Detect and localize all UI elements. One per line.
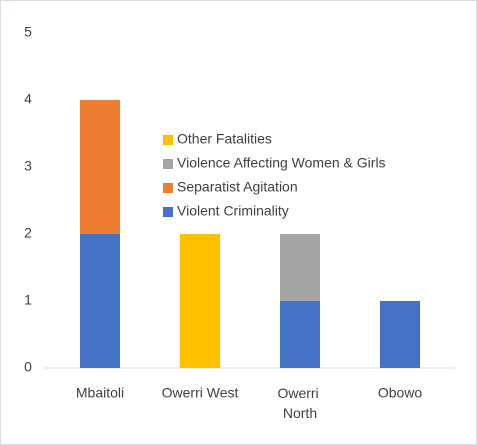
bar-segment xyxy=(280,234,320,301)
bar-segment xyxy=(80,234,120,368)
bar-segment xyxy=(80,100,120,234)
y-tick-label: 5 xyxy=(24,24,32,40)
y-tick-label: 1 xyxy=(24,292,32,308)
x-tick-label: Owerri North xyxy=(277,385,322,421)
bar-segment xyxy=(180,234,220,368)
x-tick-label: Owerri West xyxy=(162,385,239,401)
y-tick-label: 4 xyxy=(24,91,32,107)
y-tick-label: 3 xyxy=(24,158,32,174)
y-tick-label: 2 xyxy=(24,225,32,241)
legend-label: Violent Criminality xyxy=(177,203,289,219)
y-tick-label: 0 xyxy=(24,359,32,375)
legend-swatch xyxy=(163,207,173,217)
bar-segment xyxy=(380,301,420,368)
legend-swatch xyxy=(163,183,173,193)
legend-label: Violence Affecting Women & Girls xyxy=(177,155,386,171)
legend-swatch xyxy=(163,135,173,145)
legend-swatch xyxy=(163,159,173,169)
x-tick-label: Obowo xyxy=(378,385,423,401)
x-tick-label: Mbaitoli xyxy=(76,385,124,401)
legend-label: Separatist Agitation xyxy=(177,179,298,195)
legend-label: Other Fatalities xyxy=(177,131,272,147)
bar-segment xyxy=(280,301,320,368)
